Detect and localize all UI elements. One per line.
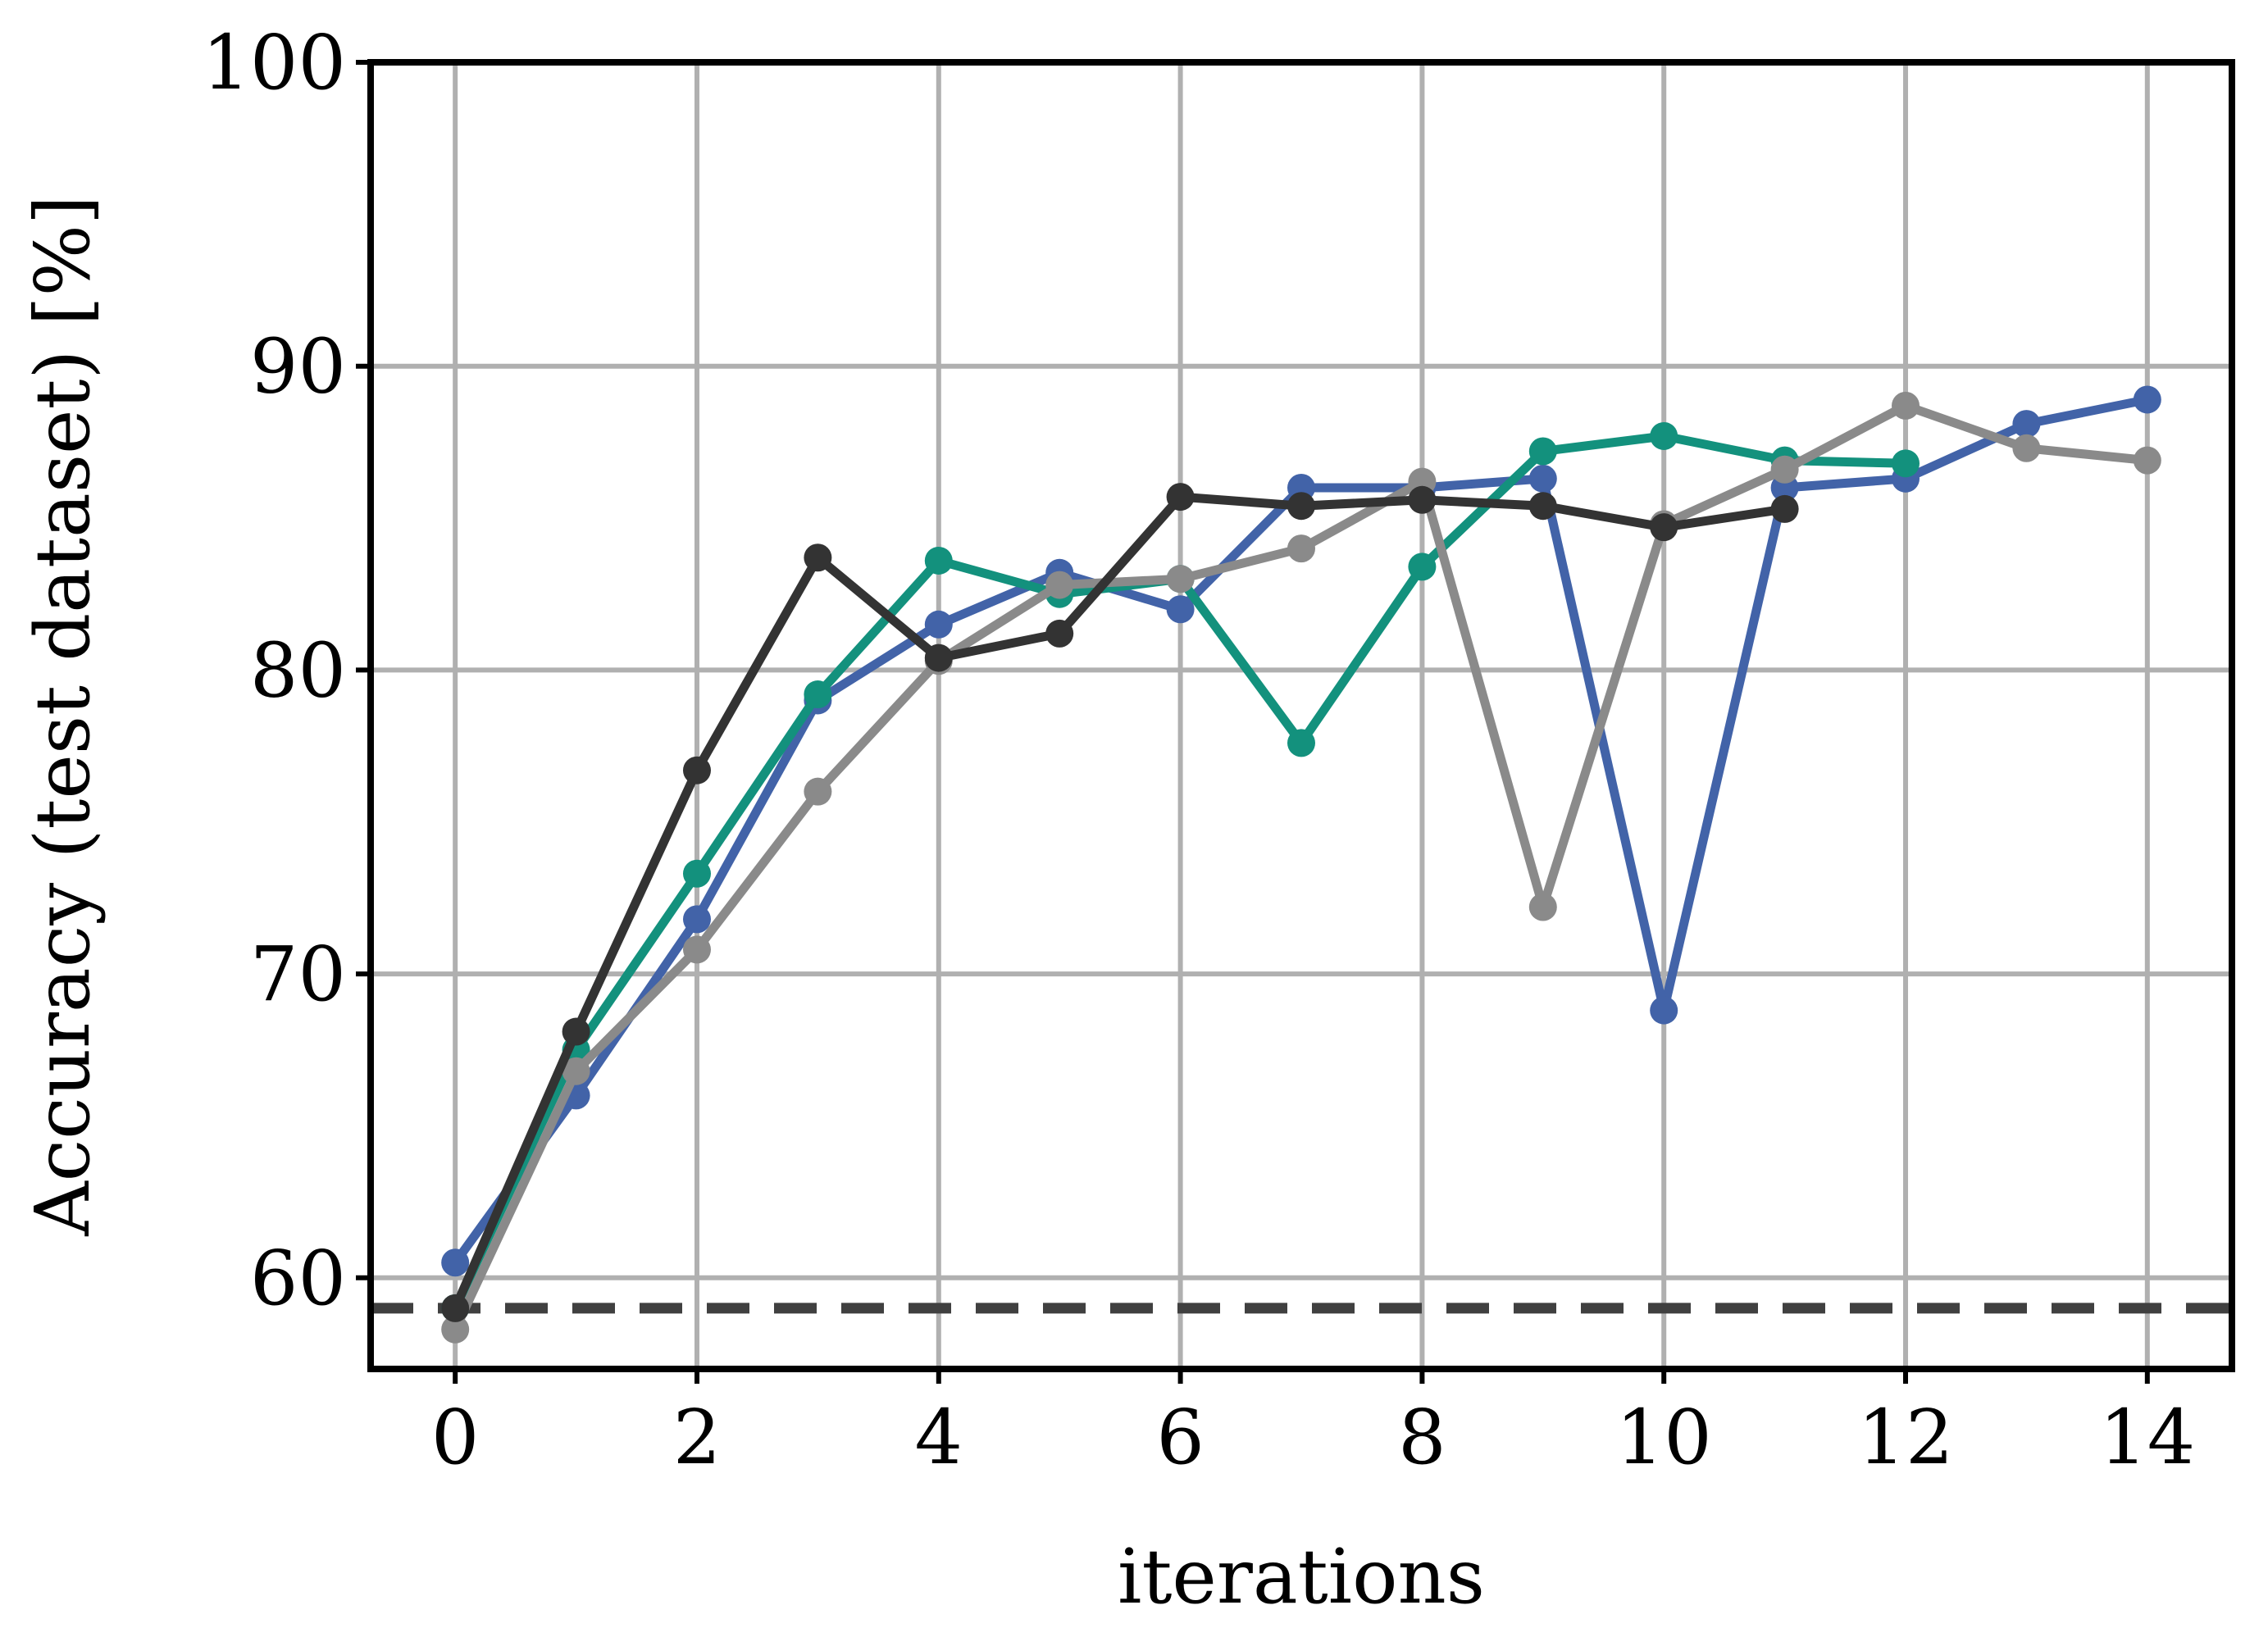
y-tick-label: 80 bbox=[250, 626, 346, 714]
data-point bbox=[1045, 619, 1074, 648]
x-tick-label: 8 bbox=[1398, 1394, 1446, 1481]
x-tick-label: 4 bbox=[915, 1394, 963, 1481]
data-point bbox=[1650, 996, 1678, 1025]
data-point bbox=[1528, 464, 1557, 493]
data-point bbox=[1287, 729, 1315, 757]
data-point bbox=[682, 859, 711, 888]
data-point bbox=[924, 643, 953, 672]
data-point bbox=[1528, 893, 1557, 921]
data-point bbox=[1528, 437, 1557, 466]
series-line bbox=[450, 492, 1790, 1313]
data-point bbox=[1892, 449, 1920, 478]
data-point bbox=[1287, 534, 1315, 563]
data-point bbox=[2133, 385, 2161, 414]
series-4 bbox=[441, 483, 1799, 1322]
y-ticks: 60 70 80 90 100 bbox=[202, 19, 371, 1322]
x-tick-label: 12 bbox=[1857, 1394, 1953, 1481]
data-point bbox=[924, 610, 953, 639]
data-point bbox=[1650, 421, 1678, 450]
data-point bbox=[1166, 595, 1195, 624]
data-point bbox=[441, 1248, 470, 1277]
x-tick-label: 2 bbox=[673, 1394, 722, 1481]
series-line bbox=[450, 395, 2152, 1267]
data-point bbox=[1408, 553, 1437, 581]
data-point bbox=[441, 1315, 470, 1344]
y-tick-label: 60 bbox=[250, 1235, 346, 1322]
plot-frame bbox=[367, 59, 2235, 1372]
data-point bbox=[1650, 513, 1678, 542]
data-point bbox=[804, 543, 832, 572]
data-point bbox=[1408, 485, 1437, 514]
data-point bbox=[804, 777, 832, 806]
data-point bbox=[1287, 492, 1315, 521]
data-point bbox=[1166, 565, 1195, 593]
data-point bbox=[924, 546, 953, 575]
x-tick-label: 10 bbox=[1616, 1394, 1712, 1481]
data-point bbox=[562, 1017, 590, 1046]
x-tick-label: 6 bbox=[1156, 1394, 1205, 1481]
data-point bbox=[1770, 455, 1799, 484]
data-point bbox=[562, 1057, 590, 1085]
data-point bbox=[1892, 391, 1920, 420]
x-tick-label: 14 bbox=[2099, 1394, 2195, 1481]
x-axis-label: iterations bbox=[1118, 1533, 1485, 1621]
data-point bbox=[1528, 492, 1557, 521]
data-point bbox=[2012, 410, 2041, 439]
grid bbox=[371, 60, 2232, 1369]
data-point bbox=[682, 935, 711, 964]
x-tick-label: 0 bbox=[431, 1394, 480, 1481]
y-axis-label: Accuracy (test dataset) [%] bbox=[19, 195, 107, 1237]
data-point bbox=[1045, 571, 1074, 599]
data-point bbox=[1770, 494, 1799, 523]
series-layer bbox=[441, 385, 2161, 1344]
data-point bbox=[682, 905, 711, 934]
data-point bbox=[441, 1294, 470, 1322]
data-point bbox=[804, 680, 832, 709]
y-tick-label: 90 bbox=[250, 323, 346, 411]
data-point bbox=[2012, 434, 2041, 462]
data-point bbox=[682, 756, 711, 784]
x-ticks: 0 2 4 6 8 10 12 14 bbox=[431, 1369, 2195, 1481]
y-tick-label: 100 bbox=[202, 19, 346, 107]
y-tick-label: 70 bbox=[250, 930, 346, 1018]
data-point bbox=[2133, 446, 2161, 475]
data-point bbox=[1166, 483, 1195, 512]
